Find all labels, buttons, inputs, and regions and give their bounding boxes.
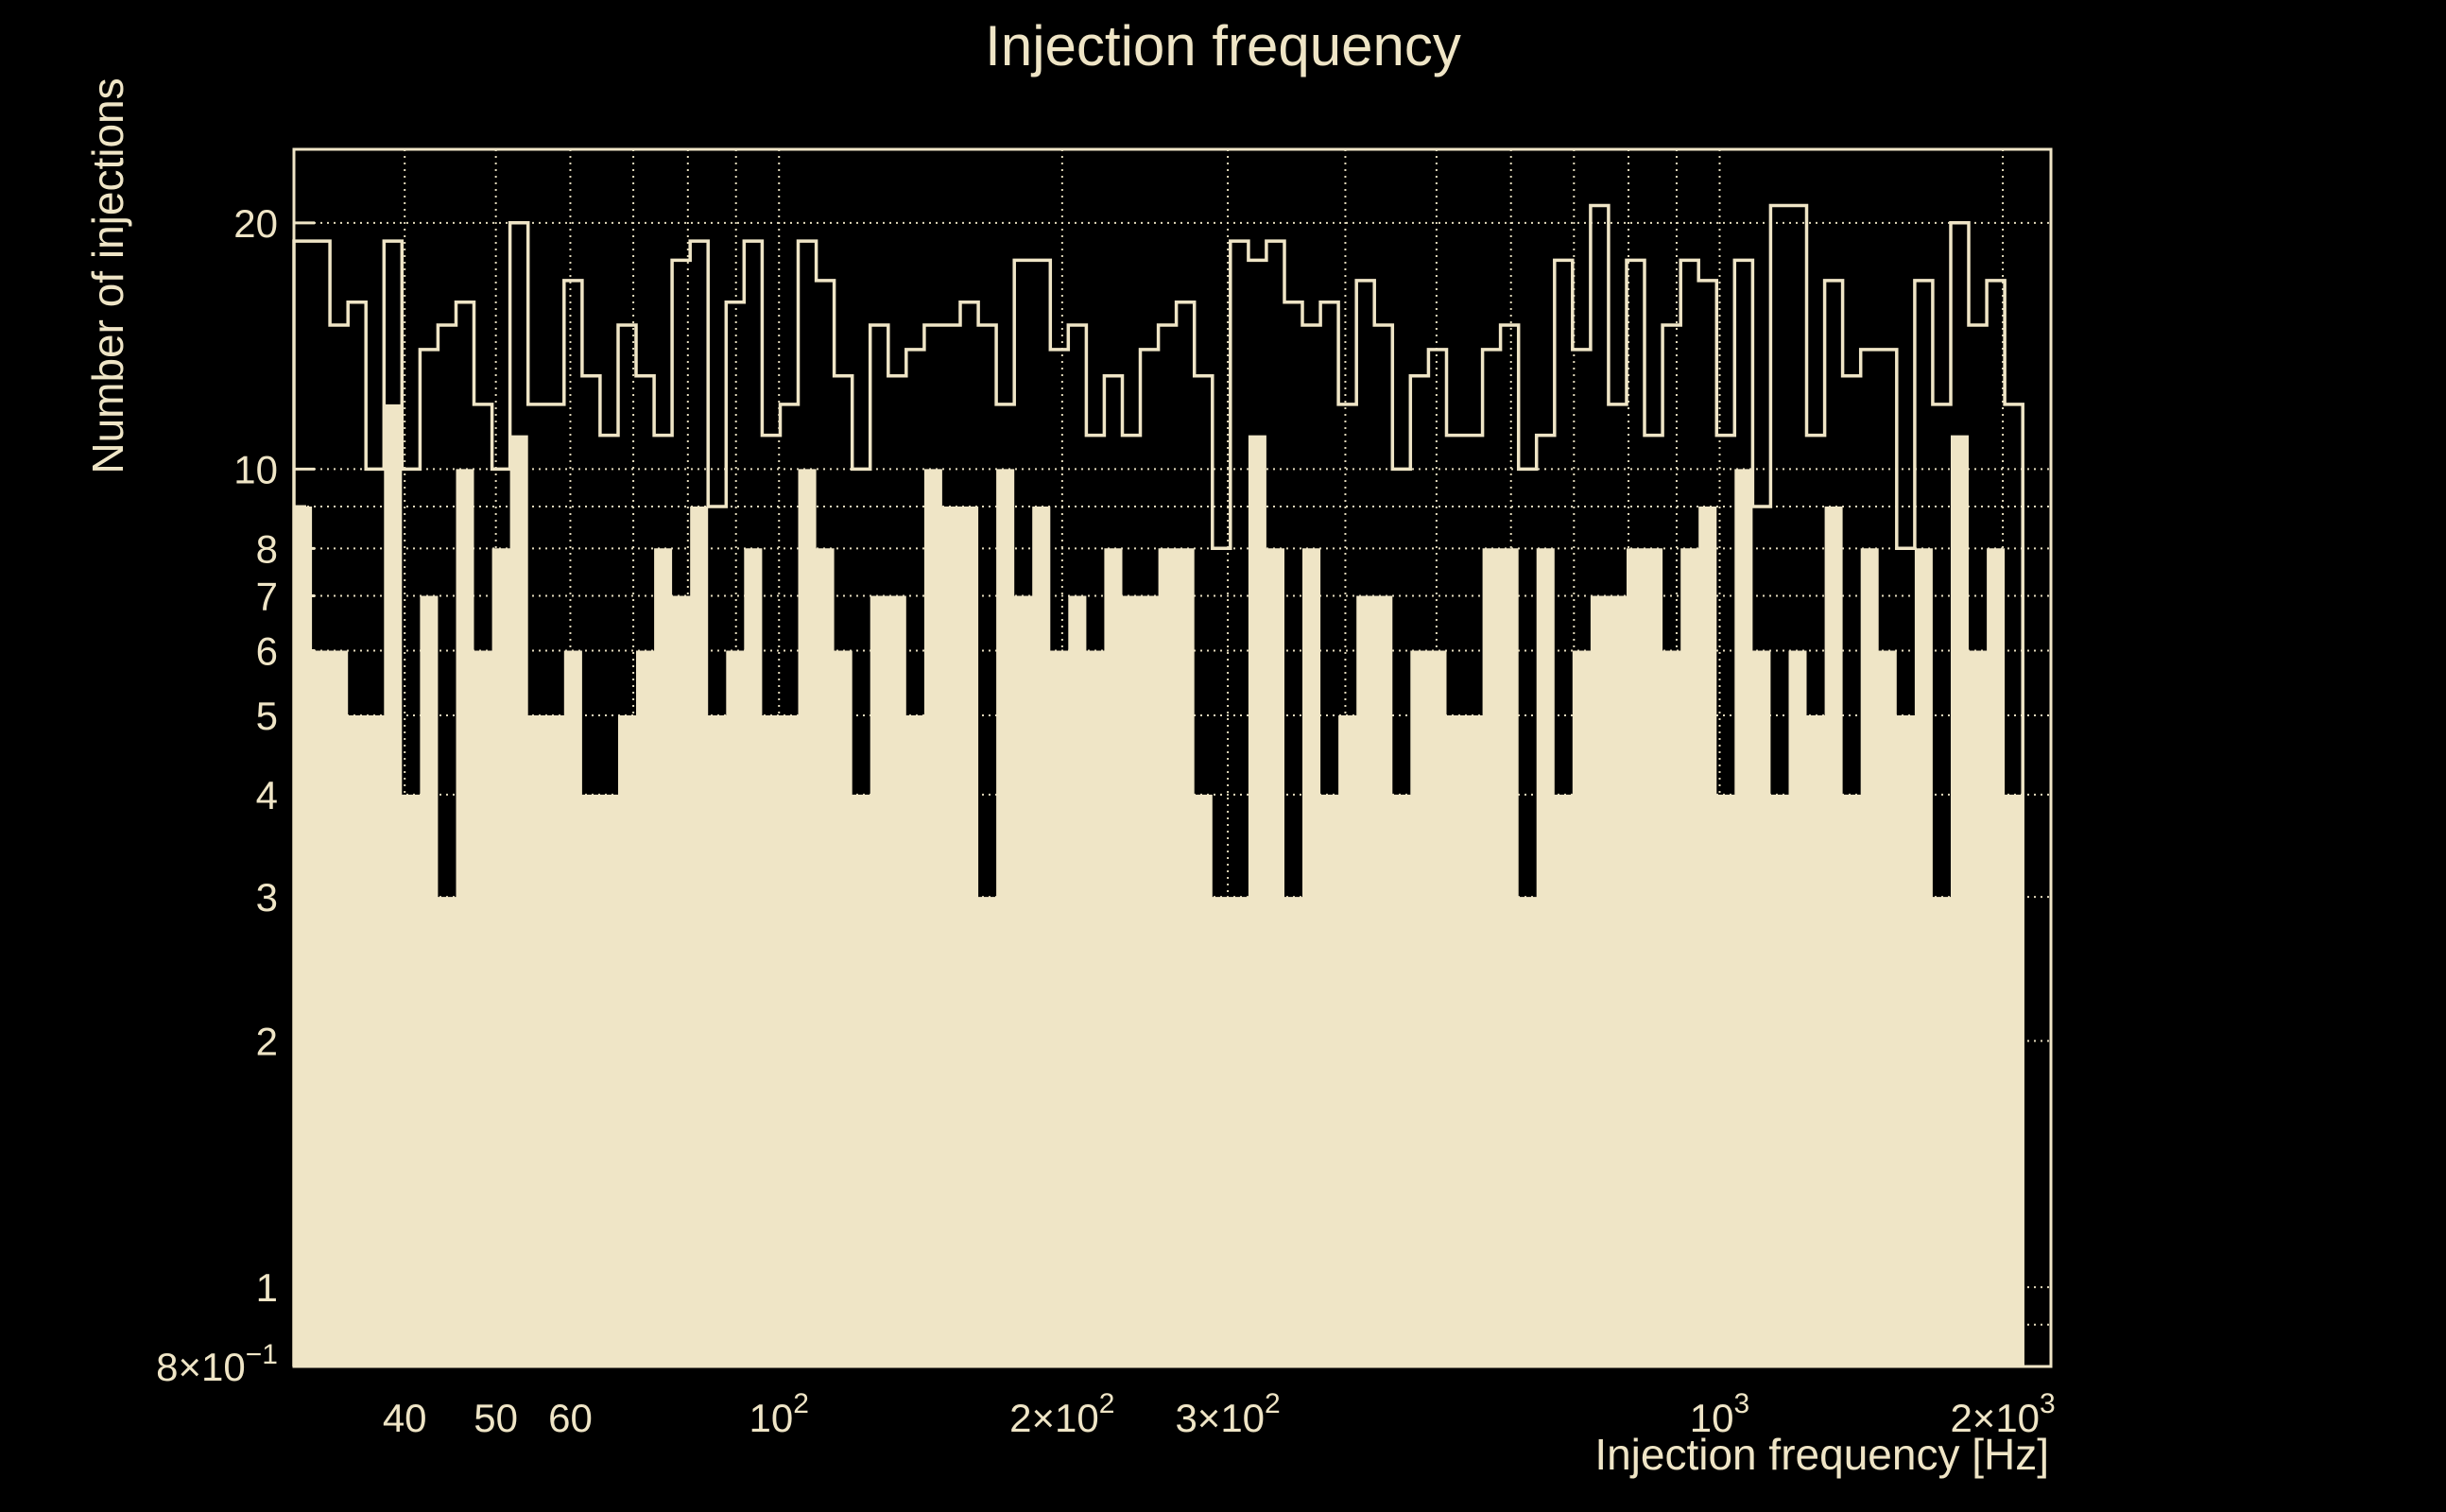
plot-frame [292, 147, 2053, 1368]
x-tick-label: 2×102 [1009, 1388, 1114, 1440]
y-tick-label: 2 [256, 1020, 278, 1064]
x-axis-title: Injection frequency [Hz] [1594, 1430, 2049, 1479]
y-tick-label: 3 [256, 875, 278, 919]
chart-title: Injection frequency [985, 14, 1461, 77]
x-tick-label: 102 [749, 1388, 808, 1440]
x-tick-label: 50 [474, 1396, 518, 1440]
y-tick-label: 5 [256, 694, 278, 738]
y-tick-label: 4 [256, 773, 278, 817]
x-tick-label: 60 [548, 1396, 593, 1440]
x-tick-label: 40 [383, 1396, 427, 1440]
y-tick-label: 7 [256, 575, 278, 619]
y-tick-label: 8 [256, 526, 278, 571]
y-tick-label: 20 [233, 201, 278, 246]
x-tick-label: 3×102 [1175, 1388, 1280, 1440]
y-tick-label: 8×10−1 [156, 1339, 278, 1389]
y-tick-label: 1 [256, 1265, 278, 1310]
filled-histogram [294, 404, 2024, 1366]
x-tick-label: 2×103 [1950, 1388, 2055, 1440]
y-tick-label: 10 [233, 447, 278, 491]
y-tick-labels: 20 10 87 6 5 4 3 2 1 8×10−1 [156, 201, 278, 1389]
x-tick-label: 103 [1690, 1388, 1749, 1440]
outline-histogram [292, 203, 2024, 1366]
x-tick-labels: 40 50 60 102 2×102 3×102 103 2×103 [383, 1388, 2056, 1440]
y-tick-label: 6 [256, 629, 278, 674]
